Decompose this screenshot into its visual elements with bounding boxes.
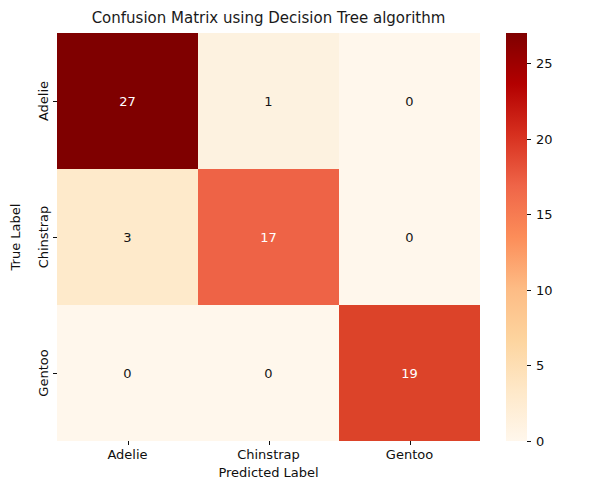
x-tick-mark xyxy=(269,441,270,445)
colorbar-tick-label-25: 25 xyxy=(536,56,553,71)
heatmap-cell-Adelie-Chinstrap: 1 xyxy=(198,33,339,169)
colorbar xyxy=(506,33,527,441)
colorbar-tick-label-20: 20 xyxy=(536,131,553,146)
chart-title: Confusion Matrix using Decision Tree alg… xyxy=(57,9,480,27)
heatmap-cell-Gentoo-Adelie: 0 xyxy=(57,305,198,441)
x-axis-title: Predicted Label xyxy=(57,465,480,480)
heatmap-cell-Chinstrap-Gentoo: 0 xyxy=(339,169,480,305)
x-tick-label-Gentoo: Gentoo xyxy=(386,447,433,462)
heatmap-cell-Gentoo-Gentoo: 19 xyxy=(339,305,480,441)
colorbar-tick-mark xyxy=(527,63,531,64)
colorbar-tick-mark xyxy=(527,290,531,291)
heatmap-cell-Gentoo-Chinstrap: 0 xyxy=(198,305,339,441)
x-tick-mark xyxy=(128,441,129,445)
heatmap-cell-Chinstrap-Adelie: 3 xyxy=(57,169,198,305)
x-tick-label-Chinstrap: Chinstrap xyxy=(237,447,300,462)
heatmap-cell-Adelie-Adelie: 27 xyxy=(57,33,198,169)
y-tick-label-Chinstrap: Chinstrap xyxy=(36,206,51,269)
heatmap-grid: 271031700019 xyxy=(57,33,480,441)
colorbar-tick-mark xyxy=(527,139,531,140)
x-tick-mark xyxy=(410,441,411,445)
y-tick-label-Adelie: Adelie xyxy=(36,81,51,121)
colorbar-tick-mark xyxy=(527,365,531,366)
colorbar-tick-label-0: 0 xyxy=(536,434,544,449)
colorbar-tick-label-15: 15 xyxy=(536,207,553,222)
confusion-matrix-figure: Confusion Matrix using Decision Tree alg… xyxy=(0,0,600,500)
y-tick-mark xyxy=(53,237,57,238)
colorbar-tick-label-5: 5 xyxy=(536,358,544,373)
y-tick-label-Gentoo: Gentoo xyxy=(36,349,51,396)
y-tick-mark xyxy=(53,101,57,102)
y-axis-title: True Label xyxy=(8,204,23,271)
y-tick-mark xyxy=(53,373,57,374)
colorbar-tick-label-10: 10 xyxy=(536,282,553,297)
colorbar-tick-mark xyxy=(527,441,531,442)
colorbar-tick-mark xyxy=(527,214,531,215)
heatmap-cell-Chinstrap-Chinstrap: 17 xyxy=(198,169,339,305)
x-tick-label-Adelie: Adelie xyxy=(107,447,147,462)
heatmap-cell-Adelie-Gentoo: 0 xyxy=(339,33,480,169)
